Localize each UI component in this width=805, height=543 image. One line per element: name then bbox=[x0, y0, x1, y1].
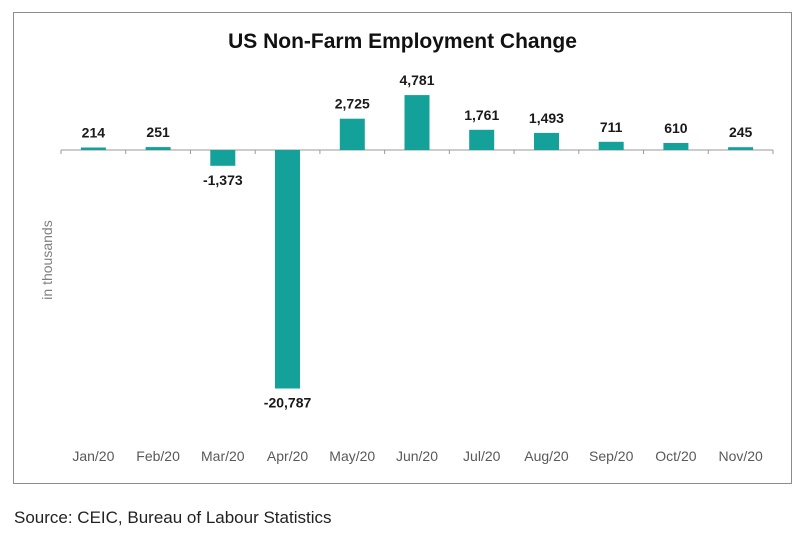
bar-jun-20 bbox=[404, 95, 430, 150]
data-label: 251 bbox=[146, 124, 170, 140]
x-tick-label: May/20 bbox=[329, 448, 375, 464]
x-tick-label: Sep/20 bbox=[589, 448, 634, 464]
data-label: 610 bbox=[664, 120, 688, 136]
data-label: 2,725 bbox=[335, 96, 370, 112]
bar-aug-20 bbox=[534, 132, 559, 150]
bar-nov-20 bbox=[728, 147, 754, 150]
x-tick-label: Jun/20 bbox=[396, 448, 438, 464]
bar-apr-20 bbox=[275, 150, 300, 389]
data-label: 4,781 bbox=[399, 72, 434, 88]
bar-jul-20 bbox=[469, 129, 495, 150]
x-tick-label: Jan/20 bbox=[72, 448, 114, 464]
data-label: 1,761 bbox=[464, 107, 499, 123]
bar-feb-20 bbox=[145, 147, 171, 150]
chart-title: US Non-Farm Employment Change bbox=[228, 30, 577, 53]
x-tick-label: Feb/20 bbox=[136, 448, 180, 464]
bar-mar-20 bbox=[210, 150, 236, 166]
data-label: -20,787 bbox=[264, 395, 312, 411]
x-tick-label: Mar/20 bbox=[201, 448, 245, 464]
data-label: -1,373 bbox=[203, 172, 243, 188]
data-label: 214 bbox=[82, 125, 106, 141]
x-tick-label: Apr/20 bbox=[267, 448, 308, 464]
data-label: 245 bbox=[729, 124, 753, 140]
bar-oct-20 bbox=[663, 143, 689, 150]
bar-sep-20 bbox=[598, 141, 624, 150]
x-tick-label: Jul/20 bbox=[463, 448, 501, 464]
x-tick-label: Nov/20 bbox=[718, 448, 763, 464]
bar-may-20 bbox=[339, 118, 365, 150]
x-tick-label: Oct/20 bbox=[655, 448, 696, 464]
data-label: 711 bbox=[600, 119, 623, 135]
x-tick-label: Aug/20 bbox=[524, 448, 569, 464]
bar-jan-20 bbox=[80, 147, 106, 150]
data-label: 1,493 bbox=[529, 110, 564, 126]
y-axis-label: in thousands bbox=[39, 220, 55, 299]
source-note: Source: CEIC, Bureau of Labour Statistic… bbox=[14, 508, 332, 527]
chart-plot: 214 Jan/20 251 Feb/20 -1,373 Mar/20 -20,787 Apr… bbox=[39, 72, 774, 464]
chart-frame: US Non-Farm Employment Change 214 Jan/20 2… bbox=[13, 12, 792, 484]
